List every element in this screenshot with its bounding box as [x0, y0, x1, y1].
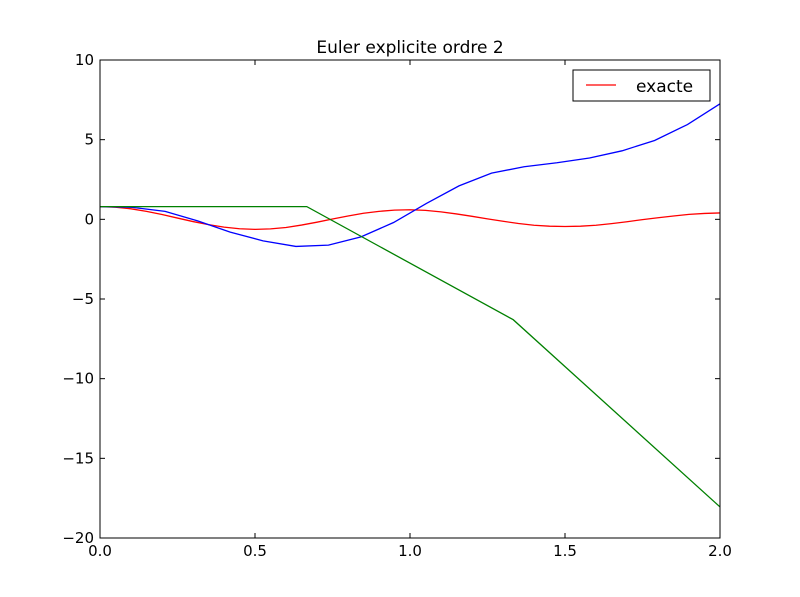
chart-title: Euler explicite ordre 2: [316, 38, 503, 58]
series-layer: [99, 103, 721, 508]
series-line-2: [100, 205, 721, 508]
y-tick-label: −10: [62, 370, 94, 388]
x-tick-label: 0.0: [88, 542, 112, 560]
legend-label-exacte: exacte: [636, 77, 693, 97]
x-tick-label: 2.0: [708, 542, 732, 560]
plot-area: [100, 60, 720, 538]
x-tick-label: 1.5: [553, 542, 577, 560]
legend: exacte: [572, 69, 711, 102]
y-tick-label: −20: [62, 529, 94, 547]
y-tick-label: 10: [75, 51, 94, 69]
x-tick-label: 0.5: [243, 542, 267, 560]
y-tick-label: −5: [72, 290, 94, 308]
ticks-layer: 0.0 0.5 1.0 1.5 2.0 10 5 0 −5 −10 −15 −20: [62, 51, 732, 560]
x-tick-label: 1.0: [398, 542, 422, 560]
series-line-1: [99, 103, 721, 248]
y-tick-label: 0: [84, 210, 94, 228]
series-line-0: [99, 205, 721, 231]
y-tick-label: −15: [62, 449, 94, 467]
y-tick-label: 5: [84, 131, 94, 149]
